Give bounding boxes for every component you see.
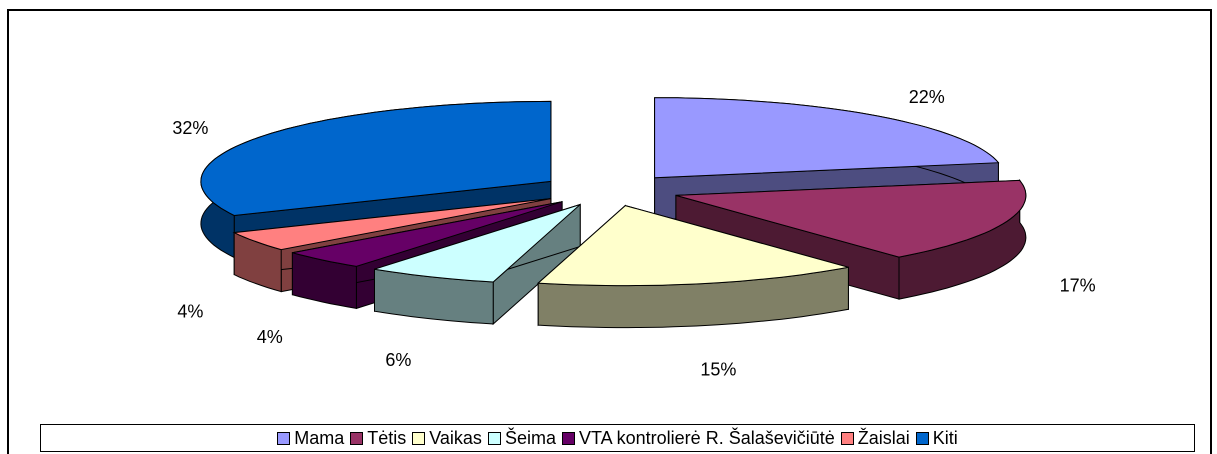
legend-label: Mama xyxy=(294,427,345,448)
data-label: 17% xyxy=(1060,275,1096,295)
legend-swatch xyxy=(412,431,426,445)
legend-label: Tėtis xyxy=(367,427,407,448)
legend-item: Kiti xyxy=(915,427,958,449)
chart-frame xyxy=(7,9,1212,454)
data-label: 15% xyxy=(700,360,736,380)
legend-item: VTA kontrolierė R. Šalaševičiūtė xyxy=(561,427,835,449)
legend-swatch xyxy=(277,431,291,445)
legend-item: Tėtis xyxy=(350,428,406,449)
data-label: 4% xyxy=(257,327,283,347)
legend-swatch xyxy=(561,431,575,445)
legend-item: Vaikas xyxy=(412,428,482,449)
legend-item: Žaislai xyxy=(840,427,910,449)
slice-top xyxy=(292,201,563,267)
slice-top xyxy=(536,205,849,287)
legend: Mama Tėtis Vaikas Šeima VTA kontrolierė R. Š… xyxy=(40,424,1195,452)
legend-label: Šeima xyxy=(504,427,556,448)
slice-top xyxy=(654,97,1000,179)
legend-swatch xyxy=(487,431,501,445)
legend-swatch xyxy=(350,431,364,445)
data-label: 32% xyxy=(172,118,208,138)
legend-swatch xyxy=(840,431,854,445)
legend-label: Kiti xyxy=(932,427,958,448)
legend-swatch xyxy=(915,431,929,445)
legend-label: Vaikas xyxy=(429,427,482,448)
data-label: 6% xyxy=(385,350,411,370)
slice-top xyxy=(200,100,552,217)
slice-top xyxy=(374,204,581,283)
slice-top xyxy=(232,198,551,251)
legend-label: Žaislai xyxy=(857,427,910,448)
data-label: 22% xyxy=(909,87,945,107)
data-label: 4% xyxy=(177,301,203,321)
legend-item: Šeima xyxy=(487,427,556,449)
legend-item: Mama xyxy=(277,428,344,449)
slice-top xyxy=(675,179,1027,258)
legend-label: VTA kontrolierė R. Šalaševičiūtė xyxy=(578,427,835,448)
